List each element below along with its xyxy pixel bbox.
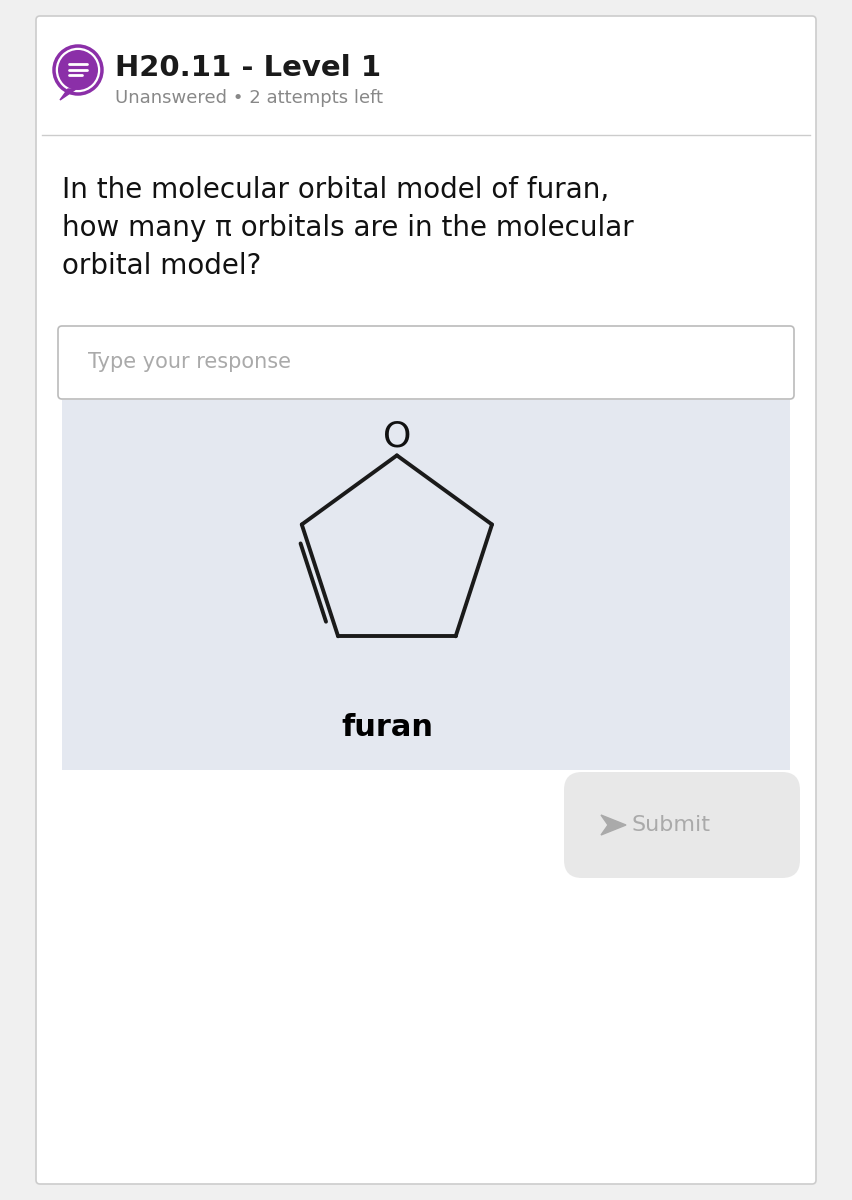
FancyBboxPatch shape — [36, 16, 816, 1184]
Text: In the molecular orbital model of furan,: In the molecular orbital model of furan, — [62, 176, 609, 204]
Text: Submit: Submit — [632, 815, 711, 835]
Text: Type your response: Type your response — [88, 353, 291, 372]
Text: Unanswered • 2 attempts left: Unanswered • 2 attempts left — [115, 89, 383, 107]
Circle shape — [58, 50, 98, 90]
FancyBboxPatch shape — [62, 400, 790, 770]
FancyBboxPatch shape — [58, 326, 794, 398]
Text: H20.11 - Level 1: H20.11 - Level 1 — [115, 54, 381, 82]
FancyBboxPatch shape — [564, 772, 800, 878]
Text: O: O — [383, 419, 411, 454]
Text: furan: furan — [341, 714, 433, 743]
Text: how many π orbitals are in the molecular: how many π orbitals are in the molecular — [62, 214, 634, 242]
Polygon shape — [60, 89, 76, 100]
Text: orbital model?: orbital model? — [62, 252, 262, 280]
Polygon shape — [601, 815, 626, 835]
Circle shape — [54, 46, 102, 94]
